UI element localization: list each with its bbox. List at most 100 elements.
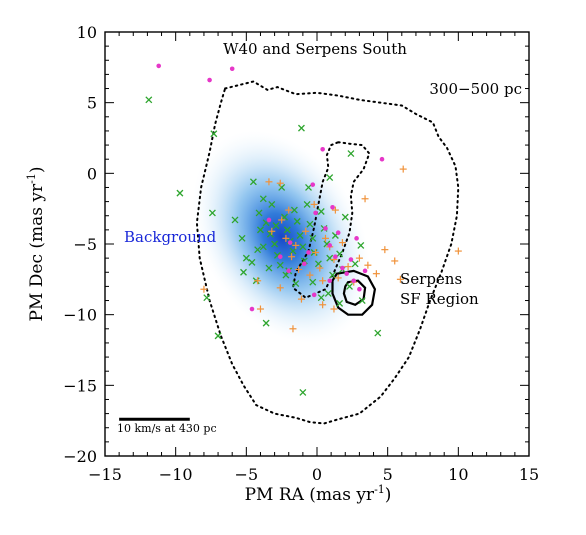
point-dot-6: [313, 210, 318, 216]
point-x-4: [203, 294, 211, 302]
y-tick-label: −10: [63, 306, 97, 325]
point-+-19: [355, 254, 363, 262]
point-+-30: [256, 305, 264, 313]
point-+-10: [316, 264, 324, 272]
point-x-15: [257, 226, 264, 234]
point-x-13: [248, 258, 256, 266]
distance-label: 300−500 pc: [429, 80, 522, 98]
point-+-39: [254, 277, 262, 285]
point-+-6: [295, 265, 303, 273]
point-x-1: [210, 130, 218, 138]
point-x-2: [176, 189, 184, 197]
x-axis-title-close: ): [385, 485, 392, 505]
point-dot-12: [351, 278, 357, 284]
point-dot-1: [207, 77, 212, 83]
point-dot-17: [287, 240, 293, 245]
point-x-10: [231, 216, 239, 224]
point-+-21: [372, 270, 380, 278]
point-x-65: [317, 294, 325, 302]
x-tick-label: −15: [88, 465, 122, 484]
point-+-38: [285, 206, 293, 214]
y-axis-title-text: PM Dec (mas yr: [27, 183, 47, 321]
point-x-62: [305, 184, 312, 191]
point-dot-10: [340, 265, 345, 271]
point-x-26: [293, 217, 301, 225]
contour-inner-dotted: [291, 141, 371, 299]
point-+-35: [289, 325, 297, 333]
point-+-27: [331, 206, 339, 214]
point-x-63: [326, 174, 334, 182]
x-axis-title: PM RA (mas yr-1): [245, 483, 392, 505]
point-dot-7: [323, 226, 328, 231]
point-+-15: [334, 274, 342, 282]
point-dot-25: [348, 257, 354, 262]
point-dot-4: [379, 156, 385, 162]
point-dot-15: [306, 250, 311, 255]
point-x-59: [259, 243, 267, 251]
x-axis-title-exponent: -1: [374, 483, 385, 496]
x-tick-label: 0: [312, 465, 322, 484]
point-x-27: [296, 232, 304, 239]
point-dot-23: [335, 230, 341, 235]
point-+-2: [268, 227, 276, 235]
background-label: Background: [124, 228, 217, 246]
background-density: [192, 130, 371, 344]
point-dot-20: [249, 306, 255, 312]
x-tick-label: 15: [519, 465, 539, 484]
point-x-52: [358, 297, 366, 304]
point-+-28: [310, 200, 318, 208]
y-tick-label: −5: [73, 235, 97, 254]
point-dot-27: [354, 236, 359, 241]
point-x-30: [303, 200, 311, 208]
point-+-11: [319, 277, 327, 285]
serpens-label-line2: SF Region: [400, 290, 479, 308]
point-+-36: [454, 247, 462, 255]
point-dot-22: [327, 278, 333, 284]
point-dot-16: [301, 261, 307, 267]
point-dot-26: [330, 204, 335, 210]
data-points: [145, 63, 462, 396]
y-tick-label: 0: [87, 164, 97, 183]
point-dot-2: [229, 66, 235, 72]
point-+-7: [302, 227, 310, 235]
point-x-28: [299, 243, 307, 251]
point-x-25: [290, 206, 298, 214]
y-tick-label: 5: [87, 94, 97, 113]
point-+-32: [297, 295, 305, 303]
point-+-0: [265, 178, 273, 186]
y-axis-title-close: ): [27, 167, 47, 174]
point-dot-9: [333, 254, 338, 260]
point-x-32: [309, 234, 317, 242]
point-x-7: [249, 178, 257, 186]
point-+-17: [344, 263, 352, 271]
point-dot-21: [311, 292, 317, 298]
point-x-35: [317, 208, 325, 215]
point-dot-18: [277, 254, 283, 260]
point-x-14: [254, 246, 262, 254]
scalebar-label: 10 km/s at 430 pc: [117, 422, 217, 435]
point-+-29: [200, 285, 208, 293]
point-x-0: [145, 96, 153, 104]
point-x-56: [324, 290, 332, 297]
point-+-33: [319, 301, 327, 309]
point-x-64: [292, 280, 300, 288]
y-tick-label: 10: [77, 23, 97, 42]
chart-title: W40 and Serpens South: [223, 40, 407, 58]
point-x-67: [265, 264, 273, 272]
point-+-1: [276, 179, 284, 187]
point-x-39: [329, 271, 337, 279]
point-x-11: [242, 254, 250, 262]
axis-ticks: [104, 31, 530, 457]
point-x-54: [282, 271, 290, 279]
point-dot-3: [320, 147, 325, 152]
point-x-9: [268, 200, 276, 208]
point-x-50: [299, 388, 307, 396]
point-x-44: [346, 282, 353, 290]
point-x-57: [336, 299, 344, 307]
point-+-4: [282, 234, 290, 242]
point-x-46: [357, 241, 365, 249]
point-x-3: [208, 209, 216, 217]
point-+-9: [312, 248, 320, 256]
y-tick-label: −15: [63, 376, 97, 395]
